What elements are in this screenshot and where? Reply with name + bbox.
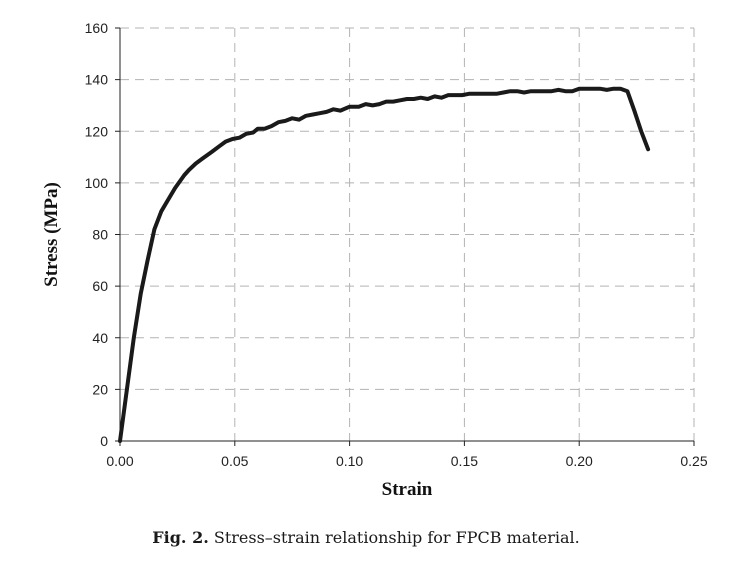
x-tick-label: 0.00: [106, 453, 133, 469]
figure-caption-text: Stress–strain relationship for FPCB mate…: [213, 528, 580, 547]
grid: [120, 27, 695, 441]
figure-label: Fig. 2.: [152, 528, 209, 547]
x-axis-title: Strain: [382, 479, 433, 500]
figure-caption: Fig. 2. Stress–strain relationship for F…: [0, 528, 732, 547]
x-tick-label: 0.20: [566, 453, 593, 469]
axes: [115, 27, 695, 446]
stress-strain-curve: [118, 86, 651, 443]
y-tick-label: 160: [85, 20, 109, 36]
y-tick-label: 40: [92, 330, 108, 346]
y-tick-label: 140: [85, 72, 109, 88]
x-tick-label: 0.15: [451, 453, 478, 469]
series: [118, 86, 651, 443]
tick-labels: 0 20 40 60 80 100 120 140 160 0.00 0.05 0.10 0.15 0.2…: [85, 20, 708, 469]
y-tick-label: 60: [92, 278, 108, 294]
x-tick-label: 0.25: [680, 453, 707, 469]
x-tick-label: 0.10: [336, 453, 363, 469]
y-axis-title: Stress (MPa): [41, 182, 62, 287]
stress-strain-chart: 0 20 40 60 80 100 120 140 160 0.00 0.05 0.10 0.15 0.2…: [41, 20, 708, 500]
y-tick-label: 120: [85, 123, 109, 139]
y-tick-label: 20: [92, 381, 108, 397]
y-tick-label: 80: [92, 227, 108, 243]
y-tick-label: 100: [85, 175, 109, 191]
y-tick-label: 0: [100, 433, 108, 449]
x-tick-label: 0.05: [221, 453, 248, 469]
